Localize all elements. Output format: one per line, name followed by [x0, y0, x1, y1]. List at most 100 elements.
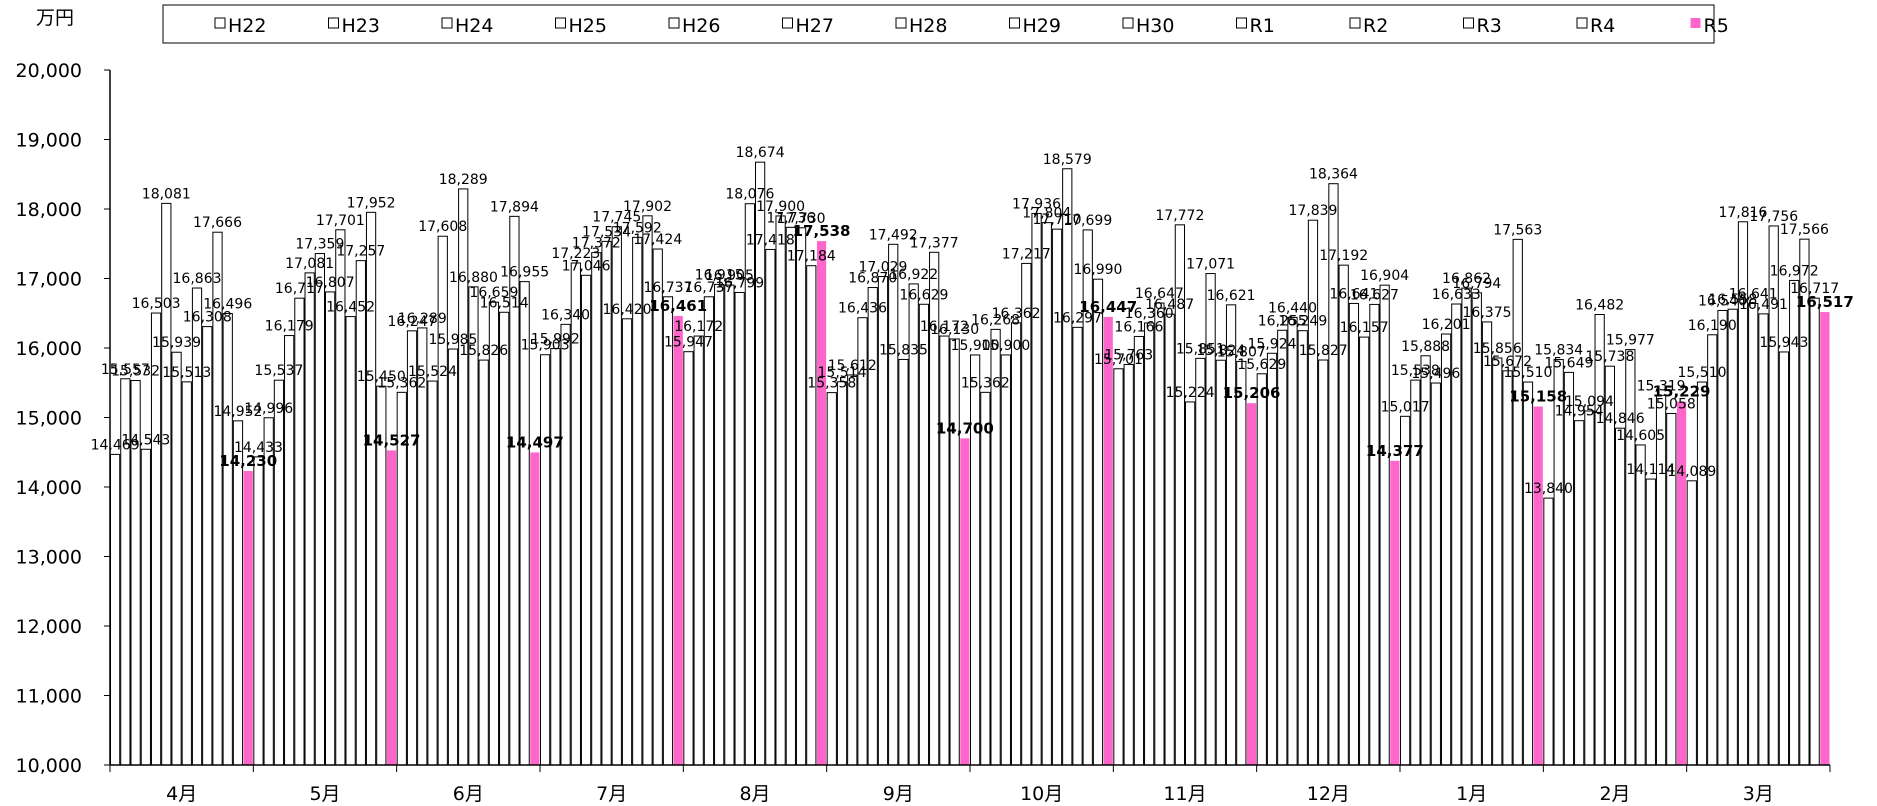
data-label-R1: 17,592 [613, 220, 662, 236]
data-label-H29: 17,745 [592, 210, 641, 226]
data-label-H23: 15,557 [101, 362, 150, 378]
legend-label-H30: H30 [1136, 15, 1174, 37]
bar-R4 [949, 338, 960, 766]
data-label-R1: 16,659 [469, 285, 518, 301]
legend-swatch-H25 [555, 17, 566, 29]
bar-H27 [304, 272, 315, 766]
data-label-H26: 16,717 [275, 281, 324, 297]
bar-H23 [1123, 363, 1134, 766]
legend-swatch-H27 [782, 17, 793, 29]
data-label-H25: 16,360 [1125, 306, 1174, 322]
data-label-R1: 16,641 [1329, 286, 1378, 302]
bar-R4 [806, 265, 817, 766]
data-label-H28: 16,862 [1442, 271, 1491, 287]
x-tick-label: 5月 [309, 783, 340, 805]
data-label-R2: 17,666 [193, 215, 242, 231]
data-label-R2: 15,672 [1483, 354, 1532, 370]
data-label-H24: 16,268 [971, 312, 1020, 328]
data-label-H27: 17,029 [858, 259, 907, 275]
legend-label-H28: H28 [909, 15, 947, 37]
y-tick-label: 12,000 [16, 616, 82, 638]
data-label-H22: 13,840 [1524, 481, 1573, 497]
data-label-H27: 17,217 [1002, 246, 1051, 262]
data-label-R1: 18,579 [1043, 152, 1092, 168]
bar-H24 [560, 323, 571, 766]
data-label-H24: 16,289 [398, 311, 447, 327]
data-label-H23: 16,172 [674, 319, 723, 335]
bar-R2 [1789, 279, 1800, 766]
bar-R2 [1359, 336, 1370, 766]
data-label-H22: 15,017 [1381, 399, 1430, 415]
data-label-H27: 17,816 [1718, 205, 1767, 221]
bar-R5 [816, 241, 827, 765]
data-label-R4: 15,807 [1217, 344, 1266, 360]
legend-swatch-R4 [1576, 17, 1588, 29]
bar-H22 [826, 392, 837, 766]
data-label-R5: 16,461 [649, 297, 707, 315]
bar-R2 [1502, 370, 1513, 766]
bar-H28 [601, 240, 612, 766]
legend-swatch-H29 [1009, 17, 1020, 29]
data-label-H25: 16,915 [695, 267, 744, 283]
data-label-H29: 14,846 [1596, 411, 1645, 427]
bar-H29 [1615, 427, 1626, 766]
bar-R2 [1215, 359, 1226, 766]
data-label-H22: 15,362 [377, 375, 426, 391]
bar-H29 [325, 291, 336, 766]
data-label-H30: 16,420 [603, 302, 652, 318]
data-label-R1: 17,071 [1186, 257, 1235, 273]
data-label-H25: 16,440 [1268, 300, 1317, 316]
data-label-H29: 16,794 [1452, 276, 1501, 292]
y-tick-label: 13,000 [16, 547, 82, 569]
data-label-R5: 15,229 [1653, 383, 1711, 401]
data-label-H26: 16,647 [1135, 286, 1184, 302]
data-label-H27: 15,985 [428, 332, 477, 348]
data-label-H26: 16,558 [1708, 292, 1757, 308]
data-label-H25: 16,540 [1698, 293, 1747, 309]
bar-R5 [960, 438, 970, 765]
bar-R4 [1236, 360, 1247, 766]
data-label-R3: 17,699 [1063, 213, 1112, 229]
bar-H27 [161, 202, 172, 766]
data-label-H26: 16,870 [848, 271, 897, 287]
data-label-R4: 16,955 [500, 265, 549, 281]
bar-H30 [621, 318, 633, 766]
bar-H29 [1328, 183, 1339, 766]
bar-R3 [365, 211, 377, 766]
data-label-H22: 14,089 [1667, 464, 1716, 480]
data-label-H27: 16,482 [1575, 298, 1624, 314]
bar-R3 [1369, 303, 1380, 766]
bar-H29 [1758, 313, 1769, 766]
data-label-H23: 15,763 [1104, 347, 1153, 363]
bar-H28 [1031, 212, 1042, 766]
data-label-H30: 15,826 [459, 343, 508, 359]
data-label-R5: 14,700 [936, 419, 994, 437]
data-label-H28: 18,289 [439, 172, 488, 188]
data-label-R4: 16,130 [930, 322, 979, 338]
bar-R3 [939, 335, 950, 766]
y-tick-label: 10,000 [16, 755, 82, 777]
data-label-H25: 15,524 [408, 364, 457, 380]
bar-R4 [1809, 297, 1820, 766]
x-tick-label: 1月 [1456, 783, 1487, 805]
bar-R5 [386, 450, 397, 765]
data-label-H27: 16,633 [1432, 287, 1481, 303]
bar-R5 [1103, 316, 1113, 765]
data-label-R4: 14,952 [213, 404, 262, 420]
legend-label-R5: R5 [1704, 15, 1729, 37]
data-label-H23: 15,514 [818, 365, 867, 381]
data-label-R3: 17,563 [1493, 222, 1542, 238]
bar-H25 [857, 317, 868, 766]
data-label-R2: 17,736 [766, 210, 815, 226]
y-axis: 10,000 11,000 12,000 13,000 14,000 15,000 16,0… [16, 60, 111, 777]
data-label-R2: 17,377 [910, 235, 959, 251]
x-tick-label: 8月 [739, 783, 770, 805]
data-label-H22: 14,433 [234, 440, 283, 456]
legend-label-H25: H25 [569, 15, 607, 37]
data-label-H28: 15,738 [1585, 349, 1634, 365]
bar-H27 [447, 348, 459, 766]
data-label-H22: 14,469 [91, 437, 140, 453]
bar-R2 [355, 260, 366, 766]
bar-R5 [1820, 312, 1830, 765]
